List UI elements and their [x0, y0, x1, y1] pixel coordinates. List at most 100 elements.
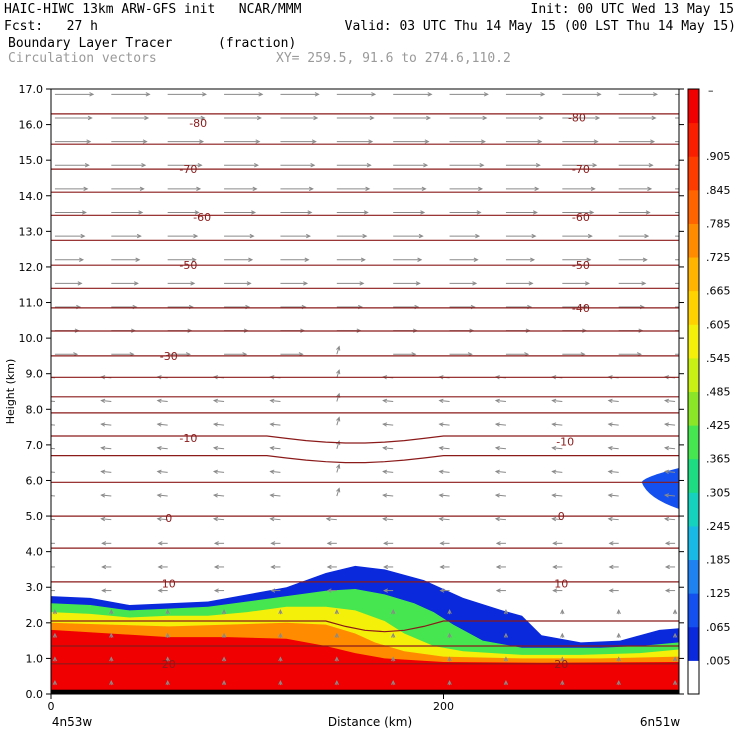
contour-label: 10 [162, 578, 176, 591]
vector-arrow [382, 516, 394, 522]
vector-arrow [167, 257, 197, 262]
vector-arrow [447, 632, 452, 638]
vector-arrow [494, 445, 506, 451]
isotherm-line [51, 435, 679, 444]
colorbar-label: .245 [706, 520, 731, 533]
y-axis-label: Height (km) [4, 359, 17, 425]
vector-arrow [608, 541, 619, 546]
vector-arrow [167, 210, 200, 215]
vector-arrow [51, 542, 55, 544]
colorbar-label: .305 [706, 486, 731, 499]
vector-arrow [438, 493, 450, 498]
vector-arrow [449, 233, 481, 239]
vector-arrow [326, 564, 337, 570]
vector-arrow [552, 541, 563, 546]
vector-arrow [607, 422, 619, 427]
vector-arrow [111, 92, 151, 97]
vector-arrow [51, 400, 55, 403]
vector-arrow [447, 609, 452, 615]
vector-arrow [672, 679, 678, 686]
contour-label: -50 [179, 259, 197, 272]
vector-arrow [503, 656, 509, 662]
vector-arrow [393, 92, 433, 97]
vector-arrow [334, 679, 340, 686]
vector-arrow [156, 493, 168, 498]
vector-arrow [221, 679, 227, 686]
y-tick-label: 14.0 [19, 190, 44, 203]
y-tick-label: 17.0 [19, 83, 44, 96]
vector-arrow [382, 493, 394, 498]
vector-arrow [167, 233, 199, 239]
vector-arrow [494, 493, 506, 498]
field-units: (fraction) [218, 36, 297, 51]
vector-arrow [663, 516, 676, 522]
colorbar-segment [688, 156, 699, 191]
vector-arrow [212, 398, 225, 404]
colorbar-segment [688, 223, 699, 258]
vector-arrow [449, 281, 478, 286]
vector-label: Circulation vectors [8, 51, 157, 66]
vector-arrow [336, 257, 366, 262]
vector-arrow [618, 210, 651, 215]
vector-arrow [495, 564, 506, 570]
vector-arrow [383, 541, 394, 546]
header-init-time: Init: 00 UTC Wed 13 May 15 [530, 2, 735, 17]
vector-arrow [100, 493, 112, 498]
vector-arrow [616, 609, 621, 615]
vector-arrow [111, 163, 147, 168]
y-tick-label: 2.0 [26, 617, 44, 630]
vector-arrow [280, 186, 314, 192]
vector-arrow [618, 92, 659, 97]
vector-arrow [52, 609, 58, 615]
vector-arrow [101, 588, 112, 593]
vector-arrow [280, 281, 309, 286]
vector-arrow [52, 632, 58, 638]
vector-arrow [390, 632, 396, 638]
isotherm-line [51, 455, 679, 464]
vector-arrow [663, 493, 676, 498]
vector-arrow [224, 233, 255, 239]
colorbar-label: .845 [706, 184, 731, 197]
vector-arrow [100, 422, 112, 427]
vector-arrow [109, 609, 114, 615]
vector-arrow [54, 233, 86, 239]
vector-arrow [616, 656, 621, 662]
vector-arrow [157, 588, 168, 593]
vector-arrow [336, 92, 377, 97]
y-tick-label: 13.0 [19, 225, 44, 238]
vector-arrow [505, 92, 546, 97]
vector-arrow [607, 469, 619, 474]
vector-arrow [280, 257, 310, 262]
vector-arrow [562, 257, 592, 262]
vector-arrow [224, 139, 261, 144]
vector-arrow [156, 516, 168, 522]
vector-arrow [505, 233, 537, 239]
colorbar-segment [688, 122, 699, 157]
vector-arrow [165, 679, 170, 686]
vector-arrow [336, 281, 365, 286]
vector-arrow [326, 541, 337, 546]
vector-arrow [100, 469, 112, 474]
vector-arrow [51, 447, 55, 450]
colorbar-segment [688, 525, 699, 561]
colorbar-segment [688, 189, 699, 224]
colorbar-label: .185 [706, 554, 731, 567]
vector-arrow [212, 445, 225, 451]
vector-arrow [54, 186, 89, 192]
vector-arrow [562, 233, 593, 239]
vector-arrow [269, 469, 281, 474]
vector-arrow [278, 632, 283, 638]
vector-arrow [438, 445, 450, 451]
y-tick-label: 10.0 [19, 332, 44, 345]
vector-arrow [439, 564, 450, 570]
vector-arrow [165, 609, 170, 615]
vector-arrow [551, 422, 563, 427]
vector-arrow [336, 233, 368, 239]
header-valid-time: Valid: 03 UTC Thu 14 May 15 (00 LST Thu … [344, 19, 736, 34]
vector-arrow [101, 564, 112, 570]
vector-arrow [449, 92, 489, 97]
vector-arrow [449, 115, 488, 121]
colorbar-segment [688, 425, 699, 460]
vector-arrow [562, 210, 595, 215]
vector-arrow [618, 233, 650, 239]
